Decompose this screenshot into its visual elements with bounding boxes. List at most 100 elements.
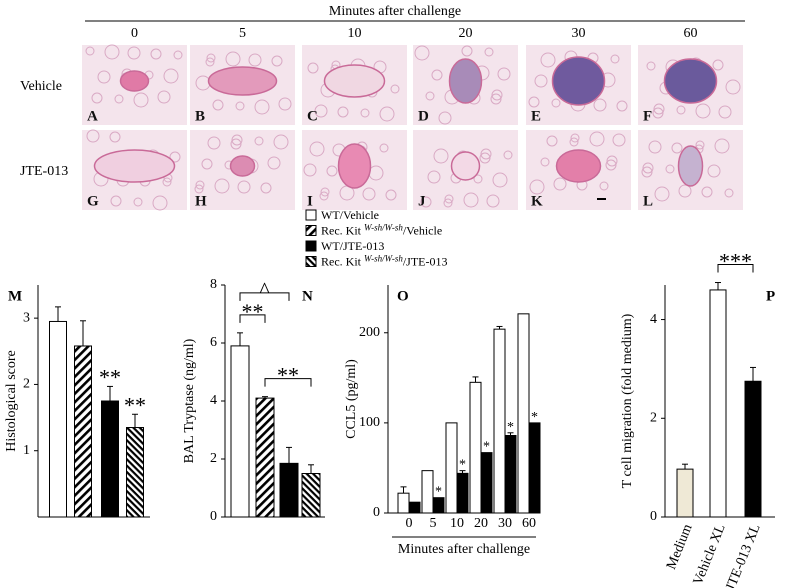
legend-text: WT/JTE-013 [321, 239, 384, 253]
tissue [97, 70, 111, 84]
bar [230, 345, 250, 518]
column-label: 30 [572, 26, 586, 41]
tissue [479, 152, 491, 164]
tissue [492, 172, 508, 188]
tissue [642, 162, 654, 174]
tissue [133, 92, 149, 108]
tissue [114, 94, 124, 104]
tissue [433, 148, 449, 164]
airway [119, 70, 150, 92]
tissue [231, 134, 243, 146]
y-tick-label: 4 [210, 393, 217, 408]
tissue [212, 99, 224, 111]
tissue [612, 133, 626, 147]
tissue [360, 108, 370, 118]
tissue [194, 184, 204, 194]
panel-letter: M [8, 288, 22, 304]
tissue [248, 53, 262, 67]
bar [255, 397, 275, 518]
bar [517, 313, 530, 514]
tissue [91, 92, 103, 104]
y-tick-label: 6 [210, 335, 217, 350]
tissue [225, 51, 241, 67]
x-tick-label: 20 [474, 516, 488, 531]
tissue [427, 170, 441, 184]
legend-swatch [305, 209, 317, 221]
tissue [214, 178, 230, 194]
tissue [320, 187, 330, 197]
micrograph [302, 45, 407, 125]
airway [663, 58, 718, 104]
legend-text: Rec. Kit [321, 255, 364, 269]
bracket-label: ** [277, 363, 299, 388]
airway [677, 145, 704, 187]
tissue [314, 104, 328, 118]
legend-text: /Vehicle [403, 224, 442, 238]
tissue [593, 98, 607, 112]
tissue [473, 174, 483, 184]
bar [126, 427, 144, 518]
bar [49, 320, 67, 518]
tissue [260, 182, 272, 194]
tissue [237, 180, 251, 194]
tissue [610, 54, 620, 64]
bar [709, 289, 727, 518]
bar [456, 472, 469, 514]
tissue [230, 138, 242, 150]
tissue [599, 181, 609, 191]
panel-label: H [195, 193, 207, 209]
tissue [385, 189, 397, 201]
airway [555, 149, 602, 183]
bracket [239, 292, 290, 301]
bar [504, 434, 517, 514]
tissue [714, 138, 730, 154]
tissue [127, 46, 141, 60]
legend-swatch [305, 256, 317, 267]
airway [207, 66, 278, 96]
column-label: 20 [459, 26, 473, 41]
y-tick-label: 4 [650, 312, 657, 327]
airway [323, 64, 386, 98]
tissue [303, 163, 317, 177]
bracket [239, 314, 266, 323]
tissue [110, 195, 122, 207]
significance: * [507, 420, 514, 435]
micrograph [413, 45, 518, 125]
column-label: 5 [239, 26, 246, 41]
tissue [463, 192, 479, 208]
bracket-label: *** [719, 249, 752, 274]
tissue [529, 179, 545, 195]
legend-label: Rec. Kit W-sh/W-sh/Vehicle [321, 223, 442, 238]
y-axis-label: CCL5 (pg/ml) [344, 359, 359, 439]
x-tick-label: Medium [664, 522, 696, 572]
tissue [461, 45, 473, 57]
bar [432, 497, 445, 514]
row-label: Vehicle [20, 79, 62, 94]
bar [301, 473, 321, 518]
tissue [206, 53, 216, 63]
panel-label: J [418, 193, 426, 209]
micrograph-title: Minutes after challenge [329, 4, 461, 19]
micrograph [638, 130, 743, 210]
tissue [390, 84, 400, 94]
x-axis-label: Minutes after challenge [398, 542, 530, 557]
y-axis-label: Histological score [4, 350, 19, 451]
tissue [540, 52, 556, 68]
column-label: 0 [131, 26, 138, 41]
bar [408, 501, 421, 514]
micrograph [302, 130, 407, 210]
significance: ** [99, 364, 121, 389]
column-label: 10 [348, 26, 362, 41]
tissue [254, 136, 264, 146]
panel-label: G [87, 193, 99, 209]
tissue [271, 55, 283, 67]
panel-label: K [531, 193, 543, 209]
legend-text: WT/Vehicle [321, 208, 379, 222]
tissue [307, 62, 319, 74]
x-tick-label: 0 [406, 516, 413, 531]
tissue [150, 48, 162, 60]
tissue [653, 103, 665, 115]
bracket [264, 378, 312, 387]
airway [450, 151, 481, 181]
significance: * [459, 458, 466, 473]
